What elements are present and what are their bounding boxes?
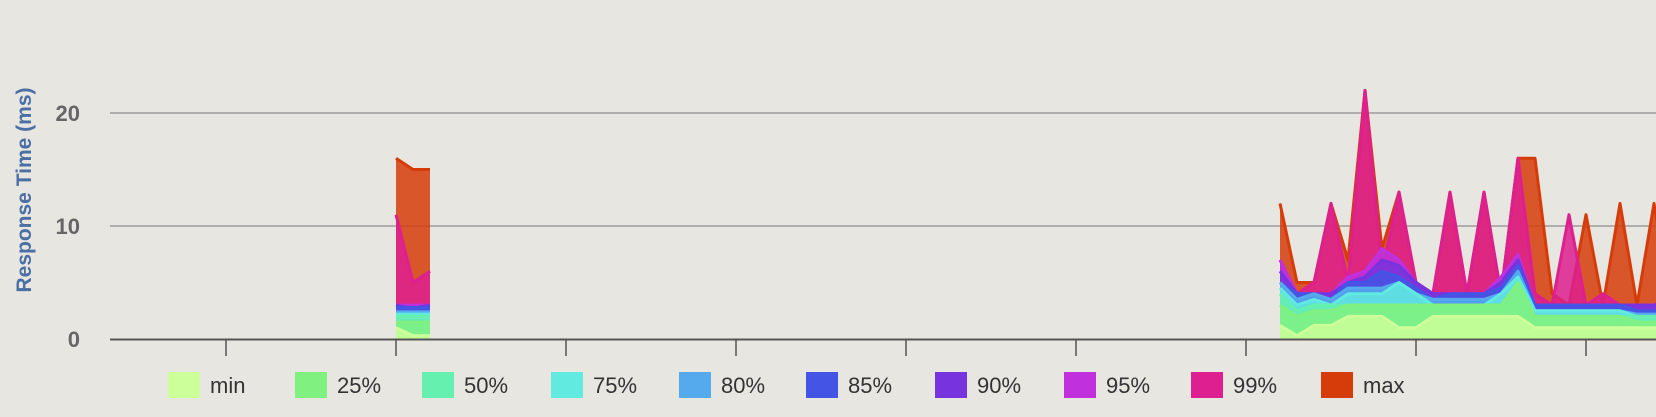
legend-item: 80% (679, 372, 765, 398)
legend-label: 85% (848, 373, 892, 398)
legend-label: 25% (337, 373, 381, 398)
legend-swatch (422, 372, 454, 398)
legend-swatch (295, 372, 327, 398)
series-line-25pct (1279, 281, 1656, 324)
y-tick-label: 0 (68, 327, 80, 352)
legend-swatch (679, 372, 711, 398)
y-tick-label: 20 (56, 101, 80, 126)
legend-swatch (1321, 372, 1353, 398)
legend-item: min (168, 372, 245, 398)
legend-label: max (1363, 373, 1405, 398)
series-layer (394, 88, 1656, 339)
legend-label: 95% (1106, 373, 1150, 398)
legend-label: 50% (464, 373, 508, 398)
legend-swatch (551, 372, 583, 398)
y-axis-label: Response Time (ms) (13, 87, 36, 292)
series-line-99pct (1278, 88, 1656, 307)
grid-layer (110, 112, 1656, 227)
legend-item: 99% (1191, 372, 1277, 398)
legend-swatch (1064, 372, 1096, 398)
legend-swatch (1191, 372, 1223, 398)
legend-item: 50% (422, 372, 508, 398)
legend-item: 85% (806, 372, 892, 398)
series-line-min (395, 326, 430, 338)
legend-item: 90% (935, 372, 1021, 398)
series-line-min (1279, 314, 1656, 338)
legend-item: max (1321, 372, 1405, 398)
legend-label: 90% (977, 373, 1021, 398)
legend-label: 80% (721, 373, 765, 398)
series-line-85pct (1279, 264, 1656, 313)
legend-swatch (935, 372, 967, 398)
legend-swatch (168, 372, 200, 398)
legend-label: min (210, 373, 245, 398)
series-area-min (1280, 316, 1656, 339)
series-line-99pct (394, 214, 431, 284)
legend-item: 95% (1064, 372, 1150, 398)
axis-layer: 0 10 20 Response Time (ms) (13, 87, 1656, 356)
legend-item: 75% (551, 372, 637, 398)
legend: min 25% 50% 75% 80% 85% 90% 95% 99% max (168, 372, 1405, 398)
series-line-max (395, 156, 430, 171)
legend-swatch (806, 372, 838, 398)
legend-label: 99% (1233, 373, 1277, 398)
y-tick-label: 10 (56, 214, 80, 239)
series-line-75pct (1278, 275, 1656, 318)
legend-item: 25% (295, 372, 381, 398)
legend-label: 75% (593, 373, 637, 398)
